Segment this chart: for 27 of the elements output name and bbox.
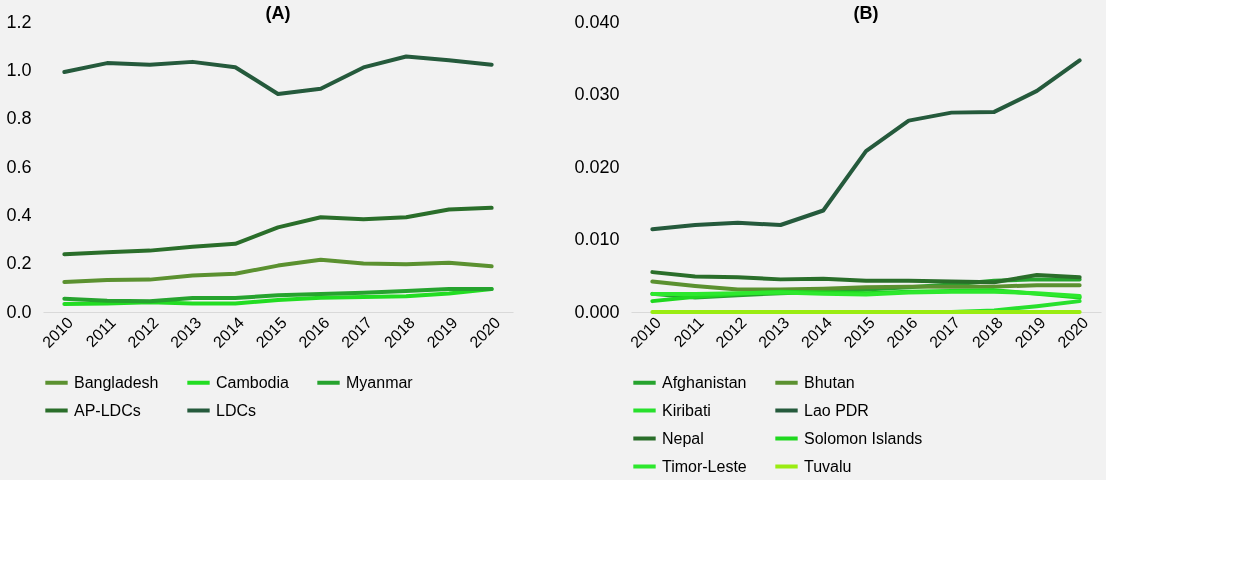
y-tick-label: 0.000	[574, 301, 620, 322]
y-tick-label: 0.4	[6, 204, 32, 225]
y-tick-label: 0.2	[6, 253, 32, 274]
legend-label: Kiribati	[662, 401, 711, 419]
legend-label: Bhutan	[804, 373, 855, 391]
chart-title: (A)	[265, 3, 291, 23]
legend-label: Lao PDR	[804, 401, 869, 419]
y-tick-label: 0.0	[6, 301, 32, 322]
y-tick-label: 0.8	[6, 108, 32, 129]
legend-label: Tuvalu	[804, 457, 852, 475]
legend-label: LDCs	[216, 401, 257, 419]
legend-label: Myanmar	[346, 373, 414, 391]
y-tick-label: 0.6	[6, 156, 32, 177]
y-tick-label: 0.010	[574, 229, 620, 249]
y-tick-label: 0.020	[574, 156, 620, 177]
y-tick-label: 0.030	[574, 84, 620, 104]
legend-label: Afghanistan	[662, 373, 747, 391]
legend-label: AP-LDCs	[74, 401, 141, 419]
legend-label: Bangladesh	[74, 373, 159, 391]
chart-title: (B)	[853, 3, 879, 23]
y-tick-label: 1.0	[6, 59, 32, 80]
legend-label: Solomon Islands	[804, 429, 923, 447]
y-tick-label: 1.2	[6, 11, 32, 32]
legend-label: Cambodia	[216, 373, 290, 391]
legend-label: Nepal	[662, 429, 704, 447]
legend-label: Timor-Leste	[662, 457, 747, 475]
y-tick-label: 0.040	[574, 11, 620, 32]
